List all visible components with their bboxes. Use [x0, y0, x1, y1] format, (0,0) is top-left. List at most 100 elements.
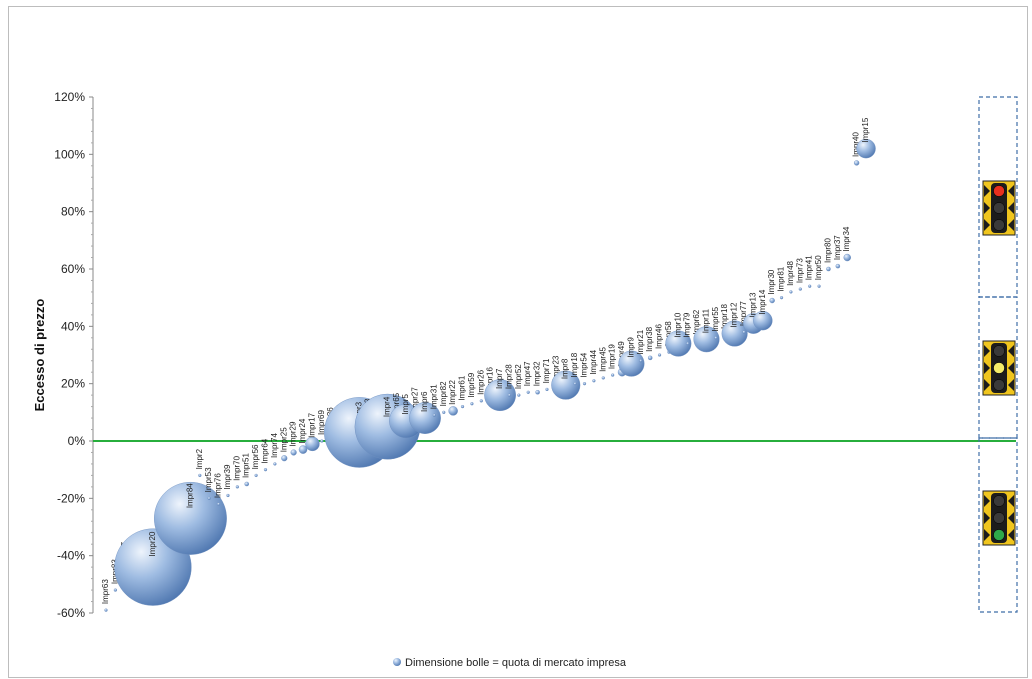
bubble-point	[826, 266, 831, 272]
bubble-point	[618, 350, 645, 377]
bubble-label: Impr25	[279, 427, 288, 452]
y-tick-label: 120%	[54, 90, 85, 104]
bubble-point	[507, 393, 512, 397]
bubble-label: Impr26	[476, 369, 485, 394]
traffic-light-icon	[982, 340, 1016, 396]
bubble-point	[665, 330, 692, 357]
bubble-label: Impr19	[608, 344, 617, 369]
bubble-label: Impr38	[645, 326, 654, 351]
bubble-label: Impr9	[626, 337, 635, 358]
bubble-point	[254, 473, 258, 478]
bubble-layer: Impr63Impr83Impr67Impr72Impr60Impr20Impr…	[101, 117, 876, 612]
bubble-point	[517, 393, 521, 397]
bubble-point	[693, 326, 720, 353]
bubble-label: Impr47	[523, 361, 532, 386]
bubble-label: Impr61	[458, 375, 467, 400]
bubble-label: Impr27	[411, 387, 420, 412]
bubble-label: Impr39	[223, 464, 232, 489]
bubble-label: Impr31	[429, 384, 438, 409]
bubble-label: Impr16	[486, 367, 495, 392]
bubble-point	[742, 330, 746, 334]
bubble-point	[281, 455, 288, 462]
bubble-label: Impr45	[598, 346, 607, 371]
bubble-label: Impr20	[148, 531, 157, 556]
bubble-label: Impr54	[580, 352, 589, 377]
bubble-point	[551, 370, 581, 400]
bubble-point	[753, 310, 773, 331]
bubble-label: Impr8	[561, 358, 570, 379]
bubble-label: Impr48	[786, 260, 795, 285]
bubble-label: Impr53	[204, 467, 213, 492]
bubble-point	[808, 284, 812, 288]
bubble-point	[263, 468, 268, 472]
bubble-label: Impr2	[195, 448, 204, 469]
bubble-point	[244, 481, 249, 487]
bubble-label: Impr49	[617, 341, 626, 366]
bubble-point	[216, 502, 221, 506]
bubble-point	[207, 496, 211, 500]
bubble-label: Impr74	[270, 432, 279, 457]
bubble-label: Impr64	[261, 438, 270, 463]
bubble-point	[235, 485, 239, 489]
bubble-label: Impr58	[664, 321, 673, 346]
bubble-point	[798, 287, 802, 291]
legend-marker-icon	[393, 658, 401, 666]
bubble-label: Impr52	[514, 364, 523, 389]
bubble-label: Impr59	[467, 372, 476, 397]
bubble-point	[835, 263, 841, 269]
bubble-point	[290, 449, 297, 456]
y-tick-label: -60%	[57, 606, 85, 620]
bubble-point	[113, 588, 118, 592]
bubble-label: Impr5	[401, 394, 410, 415]
y-axis: 120% 100% 80% 60% 40% 20% 0% -20% -40% -60%	[54, 90, 94, 620]
traffic-light-frame	[978, 296, 1018, 439]
bubble-label: Impr84	[185, 483, 194, 508]
bubble-point	[856, 138, 876, 159]
bubble-label: Impr51	[242, 453, 251, 478]
y-tick-label: 20%	[61, 377, 85, 391]
bubble-point	[535, 390, 540, 395]
bubble-label: Impr11	[701, 308, 710, 333]
bubble-point	[104, 608, 108, 612]
bubble-label: Impr12	[730, 302, 739, 327]
bubble-point	[647, 355, 653, 361]
bubble-label: Impr10	[673, 312, 682, 337]
y-tick-label: -40%	[57, 549, 85, 563]
bubble-point	[154, 481, 227, 555]
bubble-point	[657, 353, 662, 357]
bubble-point	[582, 382, 587, 386]
bubble-point	[601, 376, 605, 380]
bubble-label: Impr41	[805, 255, 814, 280]
y-axis-title: Eccesso di prezzo	[32, 299, 47, 412]
bubble-label: Impr23	[551, 355, 560, 380]
bubble-point	[843, 253, 851, 262]
bubble-label: Impr24	[298, 418, 307, 443]
bubble-label: Impr65	[392, 392, 401, 417]
bubble-label: Impr81	[777, 266, 786, 291]
bubble-label: Impr71	[542, 358, 551, 383]
bubble-label: Impr50	[814, 255, 823, 280]
bubble-point	[470, 402, 474, 406]
bubble-label: Impr46	[655, 324, 664, 349]
bubble-label: Impr77	[739, 301, 748, 326]
bubble-label: Impr55	[711, 306, 720, 331]
bubble-point	[198, 473, 202, 478]
bubble-point	[686, 341, 690, 346]
y-tick-label: 100%	[54, 147, 85, 161]
y-tick-label: 80%	[61, 205, 85, 219]
y-tick-label: 40%	[61, 319, 85, 333]
bubble-label: Impr14	[758, 289, 767, 314]
bubble-label: Impr28	[504, 364, 513, 389]
y-tick-label: -20%	[57, 491, 85, 505]
bubble-label: Impr15	[861, 117, 870, 142]
bubble-point	[611, 373, 615, 377]
bubble-point	[779, 296, 784, 300]
bubble-label: Impr29	[289, 421, 298, 446]
bubble-point	[479, 399, 483, 403]
bubble-point	[320, 439, 324, 443]
bubble-point	[298, 445, 308, 454]
bubble-point	[432, 413, 437, 417]
legend: Dimensione bolle = quota di mercato impr…	[393, 657, 627, 669]
bubble-label: Impr56	[251, 444, 260, 469]
bubble-label: Impr69	[317, 410, 326, 435]
